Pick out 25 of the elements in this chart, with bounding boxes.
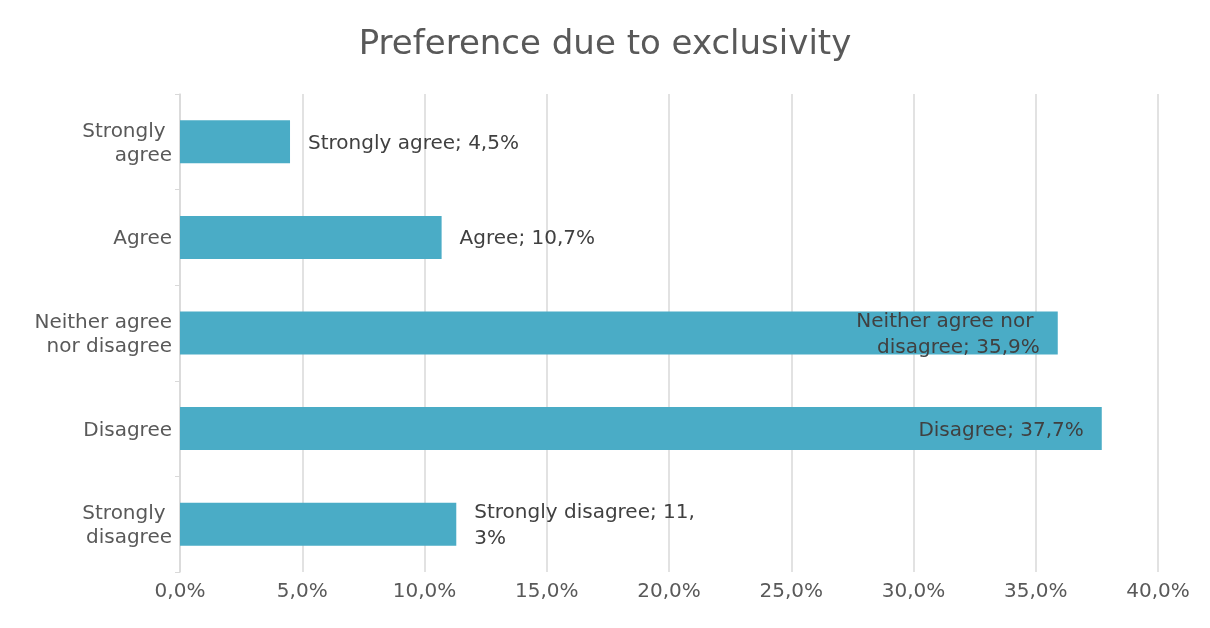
x-tick-label: 20,0% — [637, 578, 701, 602]
x-tick-label: 0,0% — [154, 578, 206, 602]
y-tick-label: Neither agree nor disagree — [34, 309, 172, 357]
bar — [180, 407, 1102, 451]
data-label: Strongly disagree; 11,3% — [474, 499, 695, 550]
x-tick-label: 25,0% — [759, 578, 824, 602]
bar — [180, 502, 457, 546]
x-tick-label: 30,0% — [881, 578, 946, 602]
x-tick-label: 40,0% — [1126, 578, 1190, 602]
data-label: Disagree; 37,7% — [918, 416, 1084, 441]
y-tick-label: Strongly agree — [82, 117, 172, 166]
x-tick-label: 35,0% — [1003, 578, 1068, 602]
data-label: Agree; 10,7% — [459, 225, 596, 250]
x-tick-label: 10,0% — [392, 578, 457, 602]
x-tick-label: 15,0% — [514, 578, 579, 602]
y-tick-label: Strongly disagree — [82, 500, 172, 549]
y-tick-label: Agree — [113, 225, 172, 250]
bar — [180, 120, 291, 164]
bar — [180, 311, 1058, 355]
x-tick-label: 5,0% — [276, 578, 328, 602]
bar — [180, 215, 442, 259]
data-label: Neither agree nor disagree; 35,9% — [856, 308, 1040, 358]
chart-title: Preference due to exclusivity — [358, 22, 852, 62]
data-label: Strongly agree; 4,5% — [308, 129, 519, 154]
y-tick-label: Disagree — [83, 416, 172, 441]
